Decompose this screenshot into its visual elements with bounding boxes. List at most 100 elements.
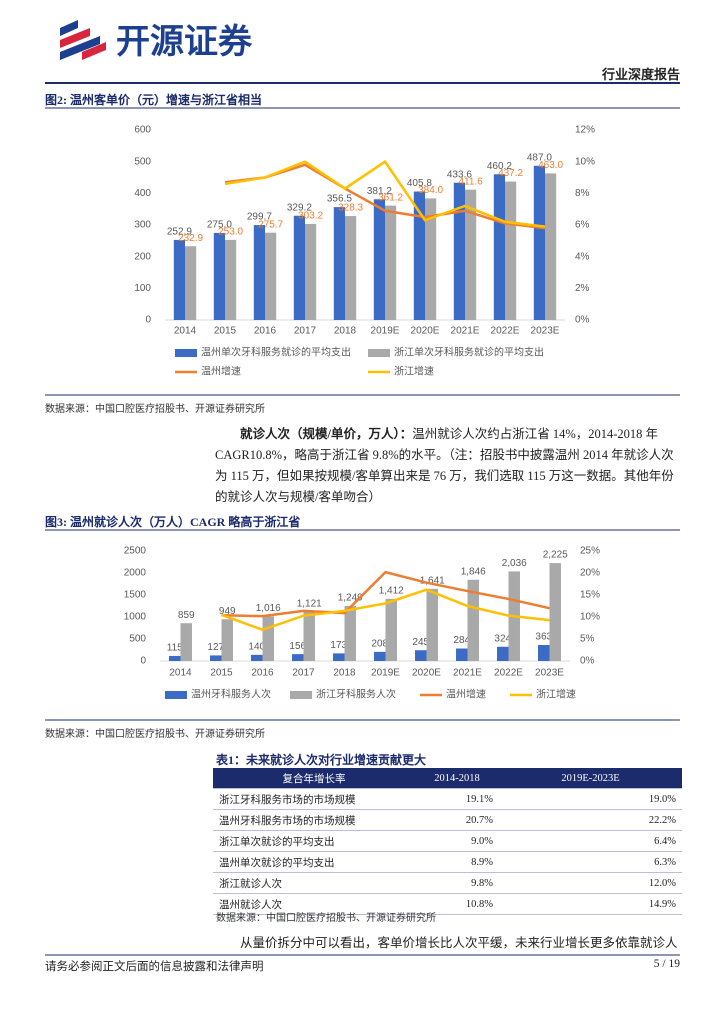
bar xyxy=(415,650,427,661)
table-cell: 14.9% xyxy=(499,893,682,915)
bar xyxy=(292,654,304,661)
table: 复合年增长率 2014-2018 2019E-2023E 浙江牙科服务市场的市场规模… xyxy=(213,768,682,915)
bar xyxy=(333,207,345,320)
x-tick-label: 2017 xyxy=(292,668,315,679)
data-label: 299.7 xyxy=(247,212,272,223)
x-tick-label: 2014 xyxy=(169,668,192,679)
y2-tick-label: 5% xyxy=(580,634,595,645)
data-label: 115 xyxy=(167,643,183,654)
paragraph: 从量价拆分中可以看出，客单价增长比人次平缓，未来行业增长更多依靠就诊人 xyxy=(240,936,678,950)
table-cell: 9.0% xyxy=(415,830,499,852)
x-tick-label: 2023E xyxy=(531,326,560,337)
data-label: 328.3 xyxy=(338,203,363,214)
table-row: 温州就诊人次 10.8% 14.9% xyxy=(213,893,682,915)
bar xyxy=(545,173,557,320)
table-cell: 6.3% xyxy=(499,851,682,873)
legend-label: 温州牙科服务人次 xyxy=(191,688,271,701)
legend-swatch xyxy=(165,691,187,699)
bar xyxy=(373,199,385,320)
figure-title: 图2: 温州客单价（元）增速与浙江省相当 xyxy=(45,93,262,107)
table-cell: 6.4% xyxy=(499,830,682,852)
data-label: 384.0 xyxy=(418,185,443,196)
data-label: 411.6 xyxy=(458,176,483,187)
data-label: 2,036 xyxy=(502,558,527,569)
bar xyxy=(293,215,305,320)
data-label: 275.0 xyxy=(207,220,232,231)
data-label: 140 xyxy=(248,641,265,652)
data-label: 1,016 xyxy=(256,603,281,614)
data-label: 173 xyxy=(330,640,347,651)
bar xyxy=(374,651,386,661)
x-tick-label: 2016 xyxy=(251,668,274,679)
table-cell: 19.1% xyxy=(415,788,499,810)
table-cell: 温州牙科服务市场的市场规模 xyxy=(213,809,415,831)
data-label: 245 xyxy=(412,637,429,648)
data-label: 363 xyxy=(535,632,552,643)
legend-label: 温州增速 xyxy=(201,365,241,378)
y-tick-label: 300 xyxy=(134,220,151,231)
table-cell: 浙江牙科服务市场的市场规模 xyxy=(213,788,415,810)
data-label: 949 xyxy=(219,606,236,617)
data-label: 463.0 xyxy=(538,160,563,171)
data-label: 232.9 xyxy=(178,233,203,244)
y-tick-label: 2000 xyxy=(124,568,147,579)
table-row: 温州单次就诊的平均支出 8.9% 6.3% xyxy=(213,851,682,873)
x-tick-label: 2019E xyxy=(371,668,400,679)
y2-tick-label: 15% xyxy=(580,590,600,601)
y2-tick-label: 8% xyxy=(575,188,590,199)
data-label: 252.9 xyxy=(167,227,192,238)
lead: 就诊人次（规模/单价，万人）： xyxy=(240,427,413,441)
y-tick-label: 500 xyxy=(134,156,151,167)
data-label: 405.8 xyxy=(407,178,432,189)
table-cell: 22.2% xyxy=(499,809,682,831)
y-tick-label: 1000 xyxy=(124,612,147,623)
bar xyxy=(180,623,192,661)
data-label: 1,412 xyxy=(379,586,404,597)
line xyxy=(224,159,546,228)
bar xyxy=(497,646,509,661)
page-number: 5 / 19 xyxy=(653,958,680,970)
bar xyxy=(305,223,317,320)
source: 数据来源：中国口腔医疗招股书、开源证券研究所 xyxy=(45,729,265,740)
body: 温州就诊人次约占浙江省 14%，2014-2018 年 CAGR10.8%，略高… xyxy=(215,427,674,504)
table-cell: 浙江单次就诊的平均支出 xyxy=(213,830,415,852)
report-type: 行业深度报告 xyxy=(601,67,680,82)
y2-tick-label: 10% xyxy=(580,612,600,623)
table-cell: 8.9% xyxy=(415,851,499,873)
data-label: 275.7 xyxy=(258,219,283,230)
source: 数据来源：中国口腔医疗招股书、开源证券研究所 xyxy=(45,404,265,415)
bar xyxy=(467,579,479,661)
disclaimer: 请务必参阅正文后面的信息披露和法律声明 xyxy=(45,961,264,973)
y-tick-label: 100 xyxy=(134,283,151,294)
y2-tick-label: 0% xyxy=(575,315,590,326)
x-tick-label: 2017 xyxy=(294,326,317,337)
data-label: 127 xyxy=(207,642,224,653)
legend-label: 温州单次牙科服务就诊的平均支出 xyxy=(201,346,351,359)
legend-swatch xyxy=(368,349,390,357)
x-tick-label: 2019E xyxy=(371,326,400,337)
x-tick-label: 2020E xyxy=(411,326,440,337)
table-row: 浙江单次就诊的平均支出 9.0% 6.4% xyxy=(213,830,682,852)
data-label: 324 xyxy=(494,633,511,644)
bar xyxy=(185,246,197,320)
table-body: 浙江牙科服务市场的市场规模 19.1% 19.0% 温州牙科服务市场的市场规模 20.7… xyxy=(213,788,682,915)
logo-text: 开源证券 xyxy=(116,23,253,61)
data-label: 381.2 xyxy=(367,186,392,197)
legend-swatch xyxy=(175,349,197,357)
data-label: 1,121 xyxy=(297,598,322,609)
bar xyxy=(265,232,277,320)
y-tick-label: 500 xyxy=(129,634,146,645)
x-tick-label: 2021E xyxy=(451,326,480,337)
y2-tick-label: 25% xyxy=(580,546,600,557)
y2-tick-label: 20% xyxy=(580,568,600,579)
table-row: 浙江就诊人次 9.8% 12.0% xyxy=(213,872,682,894)
data-label: 1,249 xyxy=(338,593,363,604)
data-label: 1,846 xyxy=(461,566,486,577)
bar xyxy=(453,182,465,320)
data-label: 460.2 xyxy=(487,161,512,172)
y-tick-label: 1500 xyxy=(124,590,147,601)
table-cell: 9.8% xyxy=(415,872,499,894)
y-tick-label: 0 xyxy=(140,656,146,667)
table-cell: 温州就诊人次 xyxy=(213,893,415,915)
y-tick-label: 2500 xyxy=(124,546,147,557)
